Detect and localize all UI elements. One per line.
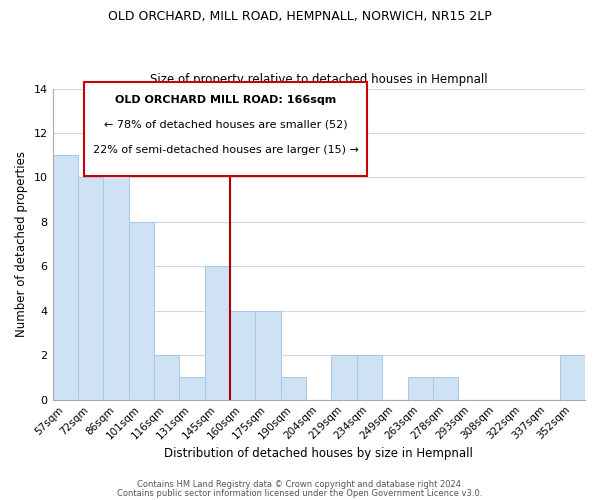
- Bar: [103, 133, 128, 400]
- Bar: [179, 378, 205, 400]
- Bar: [205, 266, 230, 400]
- X-axis label: Distribution of detached houses by size in Hempnall: Distribution of detached houses by size …: [164, 447, 473, 460]
- Text: OLD ORCHARD MILL ROAD: 166sqm: OLD ORCHARD MILL ROAD: 166sqm: [115, 95, 336, 105]
- Bar: [53, 155, 78, 400]
- Bar: [357, 356, 382, 400]
- Bar: [281, 378, 306, 400]
- Text: Contains HM Land Registry data © Crown copyright and database right 2024.: Contains HM Land Registry data © Crown c…: [137, 480, 463, 489]
- Title: Size of property relative to detached houses in Hempnall: Size of property relative to detached ho…: [150, 73, 488, 86]
- Bar: [78, 178, 103, 400]
- Text: Contains public sector information licensed under the Open Government Licence v3: Contains public sector information licen…: [118, 488, 482, 498]
- Bar: [407, 378, 433, 400]
- Bar: [230, 311, 256, 400]
- Bar: [560, 356, 585, 400]
- Bar: [433, 378, 458, 400]
- Text: OLD ORCHARD, MILL ROAD, HEMPNALL, NORWICH, NR15 2LP: OLD ORCHARD, MILL ROAD, HEMPNALL, NORWIC…: [108, 10, 492, 23]
- Bar: [256, 311, 281, 400]
- Bar: [128, 222, 154, 400]
- Text: ← 78% of detached houses are smaller (52): ← 78% of detached houses are smaller (52…: [104, 120, 347, 130]
- Y-axis label: Number of detached properties: Number of detached properties: [15, 151, 28, 337]
- FancyBboxPatch shape: [85, 82, 367, 176]
- Bar: [154, 356, 179, 400]
- Text: 22% of semi-detached houses are larger (15) →: 22% of semi-detached houses are larger (…: [92, 144, 359, 154]
- Bar: [331, 356, 357, 400]
